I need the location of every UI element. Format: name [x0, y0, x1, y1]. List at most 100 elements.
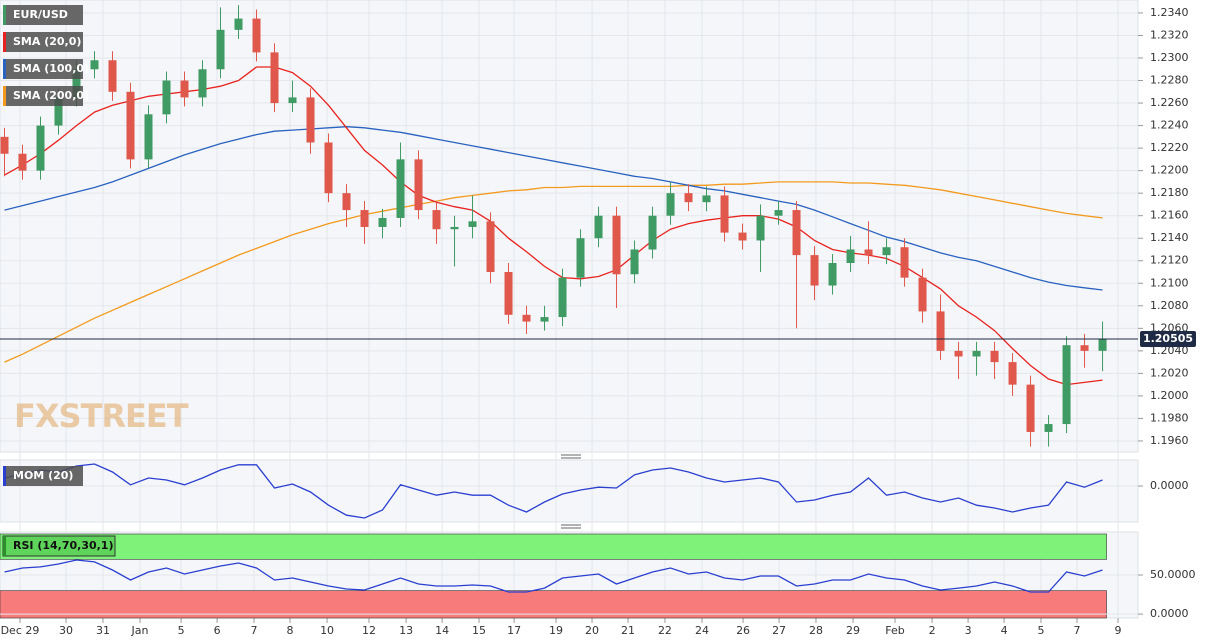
x-tick-label: 8: [286, 624, 293, 637]
candle-body: [36, 125, 45, 171]
x-tick-label: 31: [96, 624, 110, 637]
y-tick-label: 50.0000: [1150, 568, 1196, 581]
candle-body: [288, 97, 297, 104]
candle-body: [342, 193, 351, 211]
candle-body: [918, 277, 927, 312]
candle-body: [1062, 345, 1071, 425]
x-tick-label: 15: [472, 624, 486, 637]
y-tick-label: 1.2260: [1150, 96, 1189, 109]
sma-line: [4, 181, 1103, 363]
candle-body: [504, 272, 513, 315]
legend-swatch: [3, 59, 6, 79]
candle-body: [72, 69, 81, 98]
legend-swatch: [3, 86, 6, 106]
x-tick-label: 7: [1073, 624, 1080, 637]
candle-body: [90, 60, 99, 70]
x-tick-label: 4: [1001, 624, 1008, 637]
candle-body: [954, 350, 963, 357]
y-tick-label: 1.2340: [1150, 6, 1189, 19]
divider: [561, 454, 581, 529]
x-tick-label: 29: [846, 624, 860, 637]
y-tick-label: 1.2180: [1150, 186, 1189, 199]
legend-swatch: [3, 32, 6, 52]
candle-body: [828, 263, 837, 286]
legend-swatch: [3, 536, 6, 556]
x-tick-label: 27: [772, 624, 786, 637]
x-tick-label: 12: [362, 624, 376, 637]
candle-body: [594, 215, 603, 239]
main-panel: [0, 0, 1139, 453]
legend-label: EUR/USD: [13, 8, 68, 21]
mom-line: [4, 463, 1103, 519]
y-tick-label: 1.2160: [1150, 209, 1189, 222]
y-tick-label: 1.2140: [1150, 231, 1189, 244]
y-tick-label: 0.0000: [1150, 479, 1189, 492]
candle-body: [630, 249, 639, 275]
legend-swatch: [3, 466, 6, 486]
candle-body: [612, 215, 621, 275]
candle-body: [810, 255, 819, 286]
y-tick-label: 1.1980: [1150, 411, 1189, 424]
candle-body: [108, 60, 117, 92]
mom-panel: [0, 459, 1139, 523]
x-tick-label: Jan: [131, 624, 149, 637]
candle-body: [468, 221, 477, 227]
legend-box: [3, 466, 83, 486]
candle-body: [900, 247, 909, 278]
overbought-band: [0, 533, 1107, 560]
y-tick-label: 1.2240: [1150, 119, 1189, 132]
legend-box: [3, 86, 83, 106]
candle-body: [576, 238, 585, 278]
candle-body: [1098, 339, 1107, 351]
candle-body: [864, 249, 873, 256]
y-tick-label: 1.2000: [1150, 389, 1189, 402]
last-price-tag: [1140, 331, 1196, 348]
candle-body: [54, 97, 63, 126]
candle-body: [306, 97, 315, 143]
legend-box: [3, 32, 83, 52]
x-tick-label: Feb: [885, 624, 904, 637]
candle-body: [882, 247, 891, 256]
candle-body: [1026, 384, 1035, 432]
legend-label: SMA (200,0): [13, 89, 89, 102]
oversold-band: [0, 590, 1107, 619]
candle-body: [1080, 345, 1089, 351]
sma-line: [4, 126, 1103, 291]
candle-body: [972, 350, 981, 357]
candle-body: [450, 226, 459, 230]
candle-body: [270, 52, 279, 104]
candle-body: [936, 311, 945, 351]
x-tick-label: 24: [695, 624, 709, 637]
x-tick-label: 20: [585, 624, 599, 637]
last-price-label: 1.20505: [1143, 332, 1193, 345]
x-tick-label: 13: [399, 624, 413, 637]
x-tick-label: 5: [1037, 624, 1044, 637]
candle-body: [522, 314, 531, 322]
x-tick-label: 7: [250, 624, 257, 637]
candle-body: [792, 210, 801, 256]
legend-swatch: [3, 5, 6, 25]
x-tick-label: 21: [621, 624, 635, 637]
candle-body: [720, 195, 729, 233]
x-tick-label: 6: [214, 624, 221, 637]
candle-body: [18, 153, 27, 171]
x-tick-label: 30: [59, 624, 73, 637]
y-tick-label: 1.2100: [1150, 276, 1189, 289]
candle-body: [162, 80, 171, 115]
y-tick-label: 1.2200: [1150, 164, 1189, 177]
x-tick-label: 19: [549, 624, 563, 637]
candle-body: [1044, 424, 1053, 432]
candle-body: [396, 159, 405, 218]
y-tick-label: 1.2220: [1150, 141, 1189, 154]
x-tick-label: 3: [965, 624, 972, 637]
x-tick-label: 26: [736, 624, 750, 637]
candle-body: [180, 80, 189, 98]
candle-body: [558, 277, 567, 318]
candle-body: [216, 29, 225, 70]
y-tick-label: 1.1960: [1150, 434, 1189, 447]
legend-label: SMA (20,0): [13, 35, 81, 48]
candle-body: [540, 317, 549, 322]
candle-body: [360, 210, 369, 227]
candle-body: [846, 249, 855, 264]
candle-body: [198, 69, 207, 98]
